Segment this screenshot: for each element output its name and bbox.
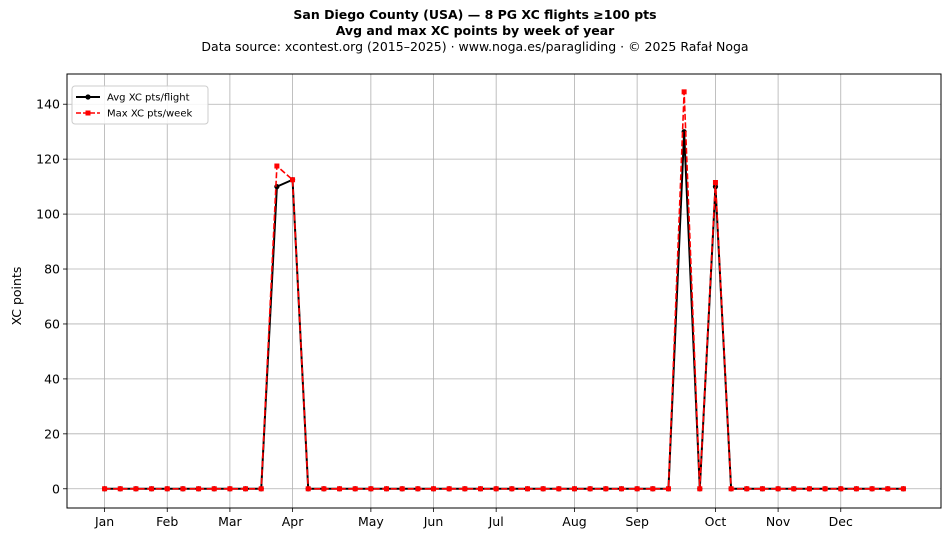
y-axis-label: XC points: [9, 267, 24, 326]
data-point: [399, 486, 405, 492]
data-point: [164, 486, 170, 492]
data-point: [133, 486, 139, 492]
data-point: [415, 486, 421, 492]
chart-title: San Diego County (USA) — 8 PG XC flights…: [293, 7, 657, 22]
data-point: [227, 486, 233, 492]
data-point: [634, 486, 640, 492]
y-tick-label: 60: [44, 316, 60, 331]
x-tick-label: Feb: [156, 514, 178, 529]
data-point: [102, 486, 108, 492]
data-point: [603, 486, 609, 492]
data-point: [211, 486, 217, 492]
data-point: [321, 486, 327, 492]
y-tick-label: 0: [52, 481, 60, 496]
data-point: [697, 486, 703, 492]
data-point: [744, 486, 750, 492]
x-tick-label: Oct: [705, 514, 727, 529]
data-point: [493, 486, 499, 492]
grid-layer: [67, 74, 941, 508]
data-point: [791, 486, 797, 492]
x-tick-label: Jan: [94, 514, 114, 529]
x-tick-label: Jul: [488, 514, 504, 529]
data-point: [759, 486, 765, 492]
series-line-1: [104, 130, 904, 490]
data-point: [258, 486, 264, 492]
data-point: [509, 486, 515, 492]
data-point: [853, 486, 859, 492]
data-point: [587, 486, 593, 492]
series-layer: [101, 89, 907, 492]
data-point: [446, 486, 452, 492]
legend-label: Avg XC pts/flight: [107, 93, 190, 104]
data-point: [728, 486, 734, 492]
data-point: [822, 486, 828, 492]
series-line-2: [104, 91, 904, 490]
y-tick-label: 40: [44, 371, 60, 386]
chart-subtitle: Avg and max XC points by week of year: [335, 23, 615, 38]
data-point: [712, 180, 718, 185]
data-point: [900, 486, 906, 492]
x-tick-label: Apr: [282, 514, 304, 529]
y-tick-label: 20: [44, 426, 60, 441]
data-point: [869, 486, 875, 492]
legend-box: [71, 85, 209, 125]
legend: Avg XC pts/flight Max XC pts/week: [71, 85, 209, 125]
legend-marker: [85, 94, 91, 100]
x-tick-label: Jun: [423, 514, 444, 529]
data-point: [540, 486, 546, 492]
legend-label: Max XC pts/week: [107, 109, 192, 120]
data-point: [681, 89, 687, 95]
x-tick-label: Dec: [829, 514, 853, 529]
axis-layer: 0 20 40 60 80 100 120 140 Jan Feb Mar Apr May Jun Jul A…: [36, 97, 853, 529]
data-point: [117, 486, 123, 492]
data-point: [775, 486, 781, 492]
data-point: [650, 486, 656, 492]
data-point: [618, 486, 624, 492]
data-point: [838, 486, 844, 492]
data-point: [524, 486, 530, 492]
data-point: [305, 486, 311, 492]
data-point: [149, 486, 155, 492]
data-point: [274, 163, 280, 169]
data-point: [337, 486, 343, 492]
plot-frame: [66, 73, 942, 509]
data-point: [290, 177, 296, 183]
data-point: [196, 486, 202, 492]
chart-title-block: San Diego County (USA) — 8 PG XC flights…: [0, 7, 950, 55]
data-point: [243, 486, 249, 492]
y-tick-label: 140: [36, 97, 60, 112]
chart-source: Data source: xcontest.org (2015–2025) · …: [201, 39, 749, 54]
y-tick-label: 120: [36, 152, 60, 167]
x-tick-label: May: [358, 514, 384, 529]
data-point: [384, 486, 390, 492]
x-tick-label: Aug: [562, 514, 586, 529]
data-point: [180, 486, 186, 492]
data-point: [431, 486, 437, 492]
data-point: [352, 486, 358, 492]
x-tick-label: Sep: [625, 514, 649, 529]
data-point: [885, 486, 891, 492]
x-tick-label: Nov: [766, 514, 791, 529]
data-point: [556, 486, 562, 492]
data-point: [665, 486, 671, 492]
data-point: [478, 486, 484, 492]
y-tick-label: 100: [36, 207, 60, 222]
data-point: [571, 486, 577, 492]
data-point: [462, 486, 468, 492]
legend-marker: [85, 110, 91, 116]
x-tick-label: Mar: [218, 514, 242, 529]
y-tick-label: 80: [44, 262, 60, 277]
data-point: [274, 184, 280, 190]
data-point: [368, 486, 374, 492]
data-point: [806, 486, 812, 492]
